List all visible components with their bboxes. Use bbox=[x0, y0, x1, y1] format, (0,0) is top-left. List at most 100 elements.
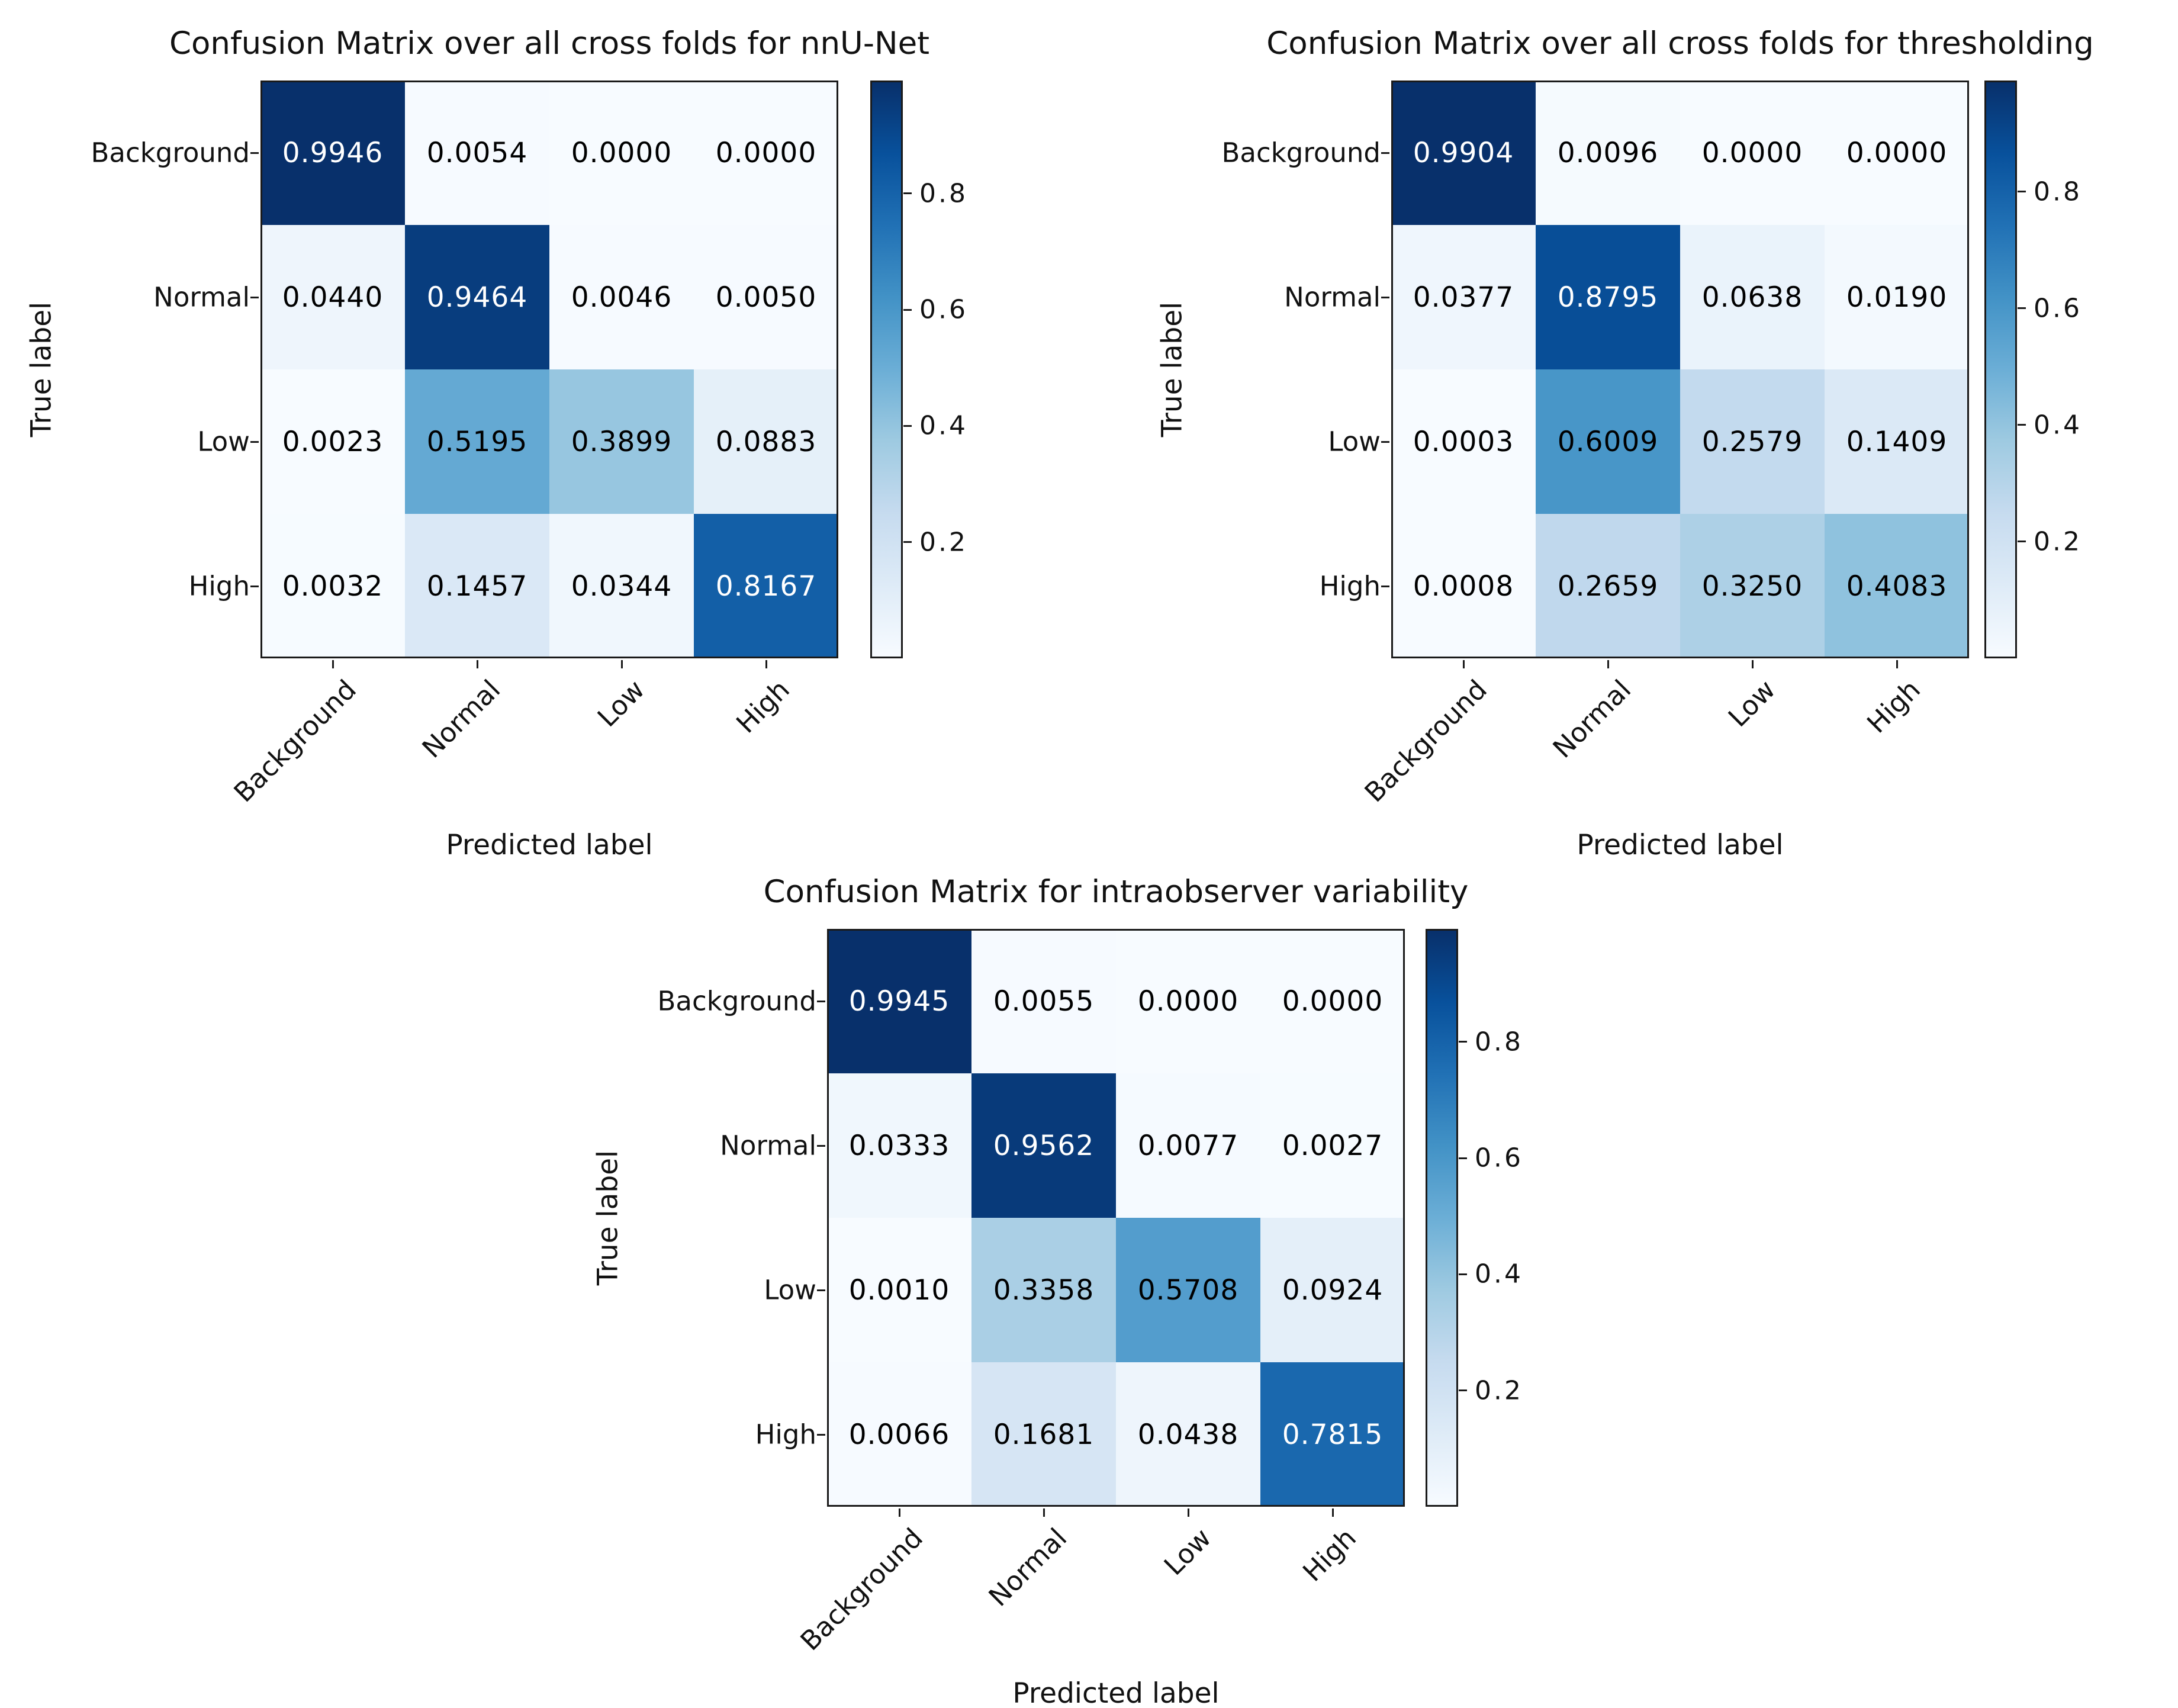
colorbar-tick-label: 0.6 bbox=[919, 294, 968, 325]
x-axis-label: Predicted label bbox=[446, 829, 653, 861]
heatmap-cell: 0.0032 bbox=[260, 514, 405, 658]
y-tick-label: Low bbox=[764, 1274, 816, 1306]
heatmap-cell: 0.0883 bbox=[694, 369, 838, 514]
heatmap-cell: 0.0000 bbox=[1680, 81, 1825, 225]
colorbar-tick-label: 0.8 bbox=[919, 178, 968, 209]
heatmap-cell: 0.0924 bbox=[1260, 1218, 1405, 1362]
x-tick-label: Normal bbox=[982, 1522, 1073, 1613]
chart-title: Confusion Matrix for intraobserver varia… bbox=[763, 874, 1469, 910]
y-tick-label: High bbox=[755, 1418, 816, 1450]
heatmap-cell: 0.2579 bbox=[1680, 369, 1825, 514]
x-tick-mark bbox=[1751, 660, 1754, 668]
colorbar-tick-label: 0.4 bbox=[919, 410, 968, 441]
colorbar-tick-label: 0.6 bbox=[1475, 1143, 1523, 1173]
y-tick-label: Normal bbox=[153, 281, 250, 313]
colorbar-tick-mark bbox=[903, 192, 912, 195]
colorbar-tick-label: 0.6 bbox=[2034, 293, 2082, 324]
y-tick-label: Low bbox=[197, 426, 250, 458]
colorbar-tick-mark bbox=[1459, 1041, 1467, 1043]
y-tick-mark bbox=[817, 1433, 825, 1436]
heatmap-cell: 0.5708 bbox=[1116, 1218, 1260, 1362]
x-tick-label: Background bbox=[794, 1522, 929, 1657]
heatmap-cell: 0.6009 bbox=[1536, 369, 1680, 514]
heatmap-cell: 0.0027 bbox=[1260, 1073, 1405, 1218]
colorbar-tick-mark bbox=[1459, 1273, 1467, 1275]
heatmap-cell: 0.0638 bbox=[1680, 225, 1825, 369]
heatmap-cell: 0.0000 bbox=[549, 81, 694, 225]
heatmap-cell: 0.3250 bbox=[1680, 514, 1825, 658]
heatmap-cell: 0.8167 bbox=[694, 514, 838, 658]
heatmap-cell: 0.3899 bbox=[549, 369, 694, 514]
colorbar-tick-mark bbox=[903, 308, 912, 311]
heatmap-cell: 0.0008 bbox=[1391, 514, 1536, 658]
y-tick-mark bbox=[1381, 440, 1389, 443]
heatmap-cell: 0.0050 bbox=[694, 225, 838, 369]
heatmap-cell: 0.0055 bbox=[971, 929, 1116, 1073]
colorbar bbox=[1984, 81, 2017, 658]
colorbar-tick-mark bbox=[2018, 541, 2026, 543]
heatmap-cell: 0.1681 bbox=[971, 1362, 1116, 1507]
heatmap-cell: 0.0066 bbox=[827, 1362, 971, 1507]
colorbar-tick-mark bbox=[2018, 307, 2026, 310]
chart-title: Confusion Matrix over all cross folds fo… bbox=[169, 25, 930, 62]
heatmap-cell: 0.0000 bbox=[1116, 929, 1260, 1073]
x-tick-mark bbox=[1043, 1508, 1045, 1517]
colorbar-tick-mark bbox=[903, 424, 912, 427]
heatmap-cell: 0.9562 bbox=[971, 1073, 1116, 1218]
x-tick-mark bbox=[332, 660, 334, 668]
y-tick-label: Normal bbox=[1284, 281, 1381, 313]
colorbar bbox=[870, 81, 903, 658]
heatmap-cell: 0.0190 bbox=[1825, 225, 1969, 369]
heatmap-cell: 0.0000 bbox=[1260, 929, 1405, 1073]
y-tick-label: Background bbox=[657, 985, 816, 1017]
x-tick-mark bbox=[898, 1508, 900, 1517]
heatmap-cell: 0.1457 bbox=[405, 514, 549, 658]
heatmap-cell: 0.7815 bbox=[1260, 1362, 1405, 1507]
y-tick-mark bbox=[817, 1289, 825, 1291]
y-tick-label: High bbox=[188, 570, 250, 602]
colorbar-tick-label: 0.4 bbox=[2034, 410, 2082, 440]
x-tick-label: Low bbox=[1158, 1522, 1218, 1582]
heatmap-cell: 0.9904 bbox=[1391, 81, 1536, 225]
x-tick-mark bbox=[1607, 660, 1609, 668]
x-tick-mark bbox=[1462, 660, 1465, 668]
colorbar-tick-label: 0.8 bbox=[2034, 176, 2082, 207]
y-tick-mark bbox=[1381, 585, 1389, 587]
y-tick-mark bbox=[817, 1144, 825, 1147]
x-tick-mark bbox=[765, 660, 767, 668]
heatmap-cell: 0.0096 bbox=[1536, 81, 1680, 225]
colorbar-tick-mark bbox=[903, 541, 912, 543]
y-tick-label: High bbox=[1319, 570, 1381, 602]
x-tick-mark bbox=[620, 660, 623, 668]
heatmap-cell: 0.1409 bbox=[1825, 369, 1969, 514]
heatmap-cell: 0.9946 bbox=[260, 81, 405, 225]
x-axis-label: Predicted label bbox=[1577, 829, 1784, 861]
y-tick-mark bbox=[250, 585, 259, 587]
heatmap-cell: 0.0023 bbox=[260, 369, 405, 514]
x-axis-label: Predicted label bbox=[1012, 1677, 1220, 1708]
colorbar-tick-mark bbox=[2018, 424, 2026, 426]
heatmap-cell: 0.0003 bbox=[1391, 369, 1536, 514]
colorbar-tick-label: 0.2 bbox=[1475, 1375, 1523, 1406]
colorbar-tick-label: 0.2 bbox=[919, 527, 968, 558]
colorbar bbox=[1426, 929, 1458, 1507]
heatmap-cell: 0.3358 bbox=[971, 1218, 1116, 1362]
heatmap-cell: 0.5195 bbox=[405, 369, 549, 514]
y-tick-label: Normal bbox=[720, 1130, 816, 1162]
y-tick-mark bbox=[817, 1000, 825, 1002]
colorbar-tick-label: 0.2 bbox=[2034, 526, 2082, 557]
heatmap-cell: 0.0440 bbox=[260, 225, 405, 369]
y-tick-label: Low bbox=[1328, 426, 1381, 458]
y-tick-mark bbox=[1381, 296, 1389, 298]
heatmap-cell: 0.0000 bbox=[694, 81, 838, 225]
heatmap-cell: 0.0438 bbox=[1116, 1362, 1260, 1507]
heatmap-cell: 0.0010 bbox=[827, 1218, 971, 1362]
y-tick-label: Background bbox=[91, 137, 250, 169]
y-tick-label: Background bbox=[1221, 137, 1381, 169]
heatmap-cell: 0.9945 bbox=[827, 929, 971, 1073]
x-tick-mark bbox=[1331, 1508, 1334, 1517]
colorbar-tick-mark bbox=[1459, 1157, 1467, 1159]
